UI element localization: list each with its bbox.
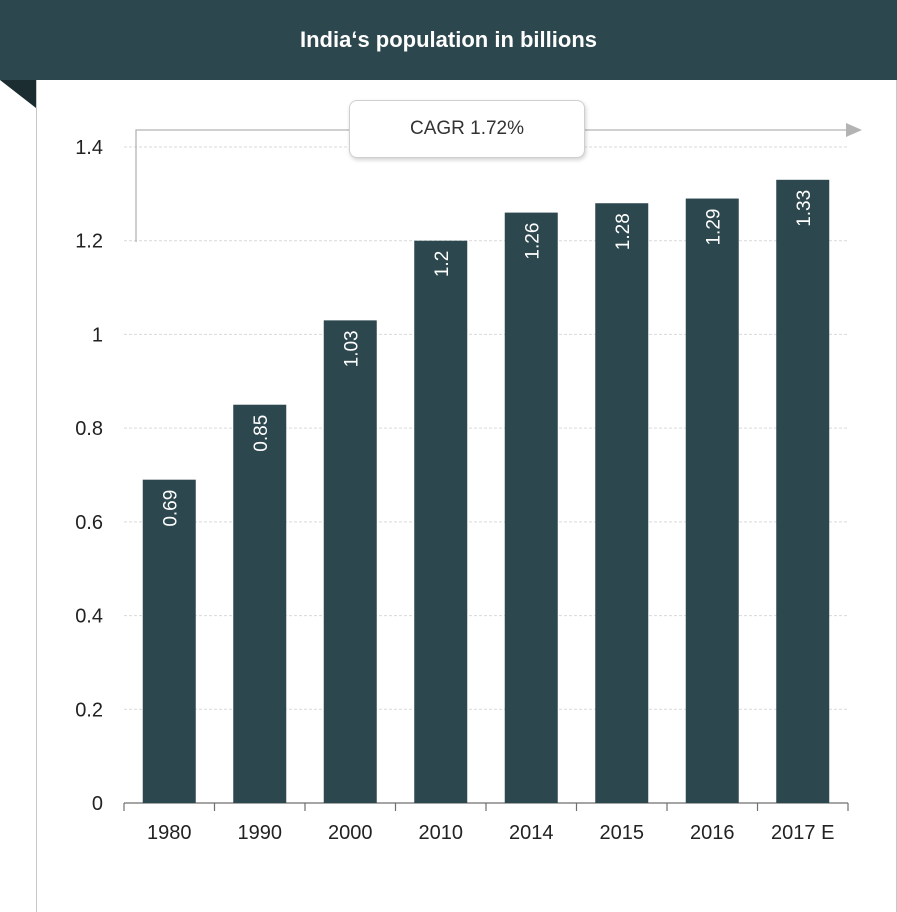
bar — [504, 212, 558, 804]
header-fold-corner — [0, 80, 36, 108]
y-tick-label: 1 — [92, 324, 103, 346]
bar — [776, 179, 830, 804]
x-tick-label: 2014 — [509, 822, 554, 844]
cagr-arrow-head — [846, 123, 862, 137]
y-tick-label: 0.8 — [75, 418, 103, 440]
bar — [595, 203, 649, 803]
bar-data-label: 1.03 — [341, 330, 362, 367]
bar-data-label: 1.28 — [613, 213, 634, 250]
y-tick-label: 0.6 — [75, 512, 103, 534]
bars — [142, 179, 830, 804]
bar — [414, 240, 468, 803]
cagr-arrow — [135, 123, 862, 242]
bar-data-label: 1.2 — [432, 251, 453, 277]
bar-data-label: 1.29 — [703, 209, 724, 246]
x-tick-label: 1980 — [147, 822, 192, 844]
bar — [142, 479, 196, 803]
bar-data-label: 0.85 — [251, 415, 272, 452]
y-tick-label: 0.4 — [75, 606, 103, 628]
cagr-callout: CAGR 1.72% — [349, 100, 585, 158]
cagr-arrow-line — [135, 129, 848, 242]
bar — [685, 198, 739, 804]
x-tick-label: 2000 — [328, 822, 373, 844]
chart-header: India‘s population in billions — [0, 0, 897, 80]
bar-data-label: 1.26 — [522, 223, 543, 260]
x-tick-label: 1990 — [238, 822, 283, 844]
y-tick-label: 0.2 — [75, 699, 103, 721]
x-tick-label: 2015 — [600, 822, 645, 844]
bar — [323, 320, 377, 803]
gridlines — [124, 146, 848, 710]
bar-data-label: 1.33 — [794, 190, 815, 227]
x-tick-label: 2010 — [419, 822, 464, 844]
bar — [233, 404, 287, 803]
labels: 0 0.2 0.4 0.6 0.8 1 1.2 1.4 0.69 1980 0.85 1990 1.03… — [75, 137, 834, 844]
y-tick-label: 1.4 — [75, 137, 103, 159]
axes — [123, 802, 849, 811]
y-tick-label: 0 — [92, 793, 103, 815]
x-tick-label: 2016 — [690, 822, 735, 844]
x-tick-label: 2017 E — [771, 822, 834, 844]
bar-data-label: 0.69 — [160, 490, 181, 527]
chart-title: India‘s population in billions — [300, 27, 597, 52]
cagr-label: CAGR 1.72% — [409, 118, 525, 139]
y-tick-label: 1.2 — [75, 231, 103, 253]
